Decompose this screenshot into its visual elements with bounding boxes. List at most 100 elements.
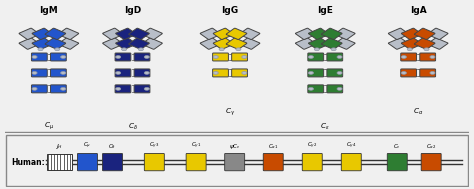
Circle shape	[213, 56, 219, 58]
Text: $C_{\gamma}$: $C_{\gamma}$	[225, 106, 235, 118]
FancyBboxPatch shape	[225, 153, 245, 171]
FancyBboxPatch shape	[58, 28, 79, 40]
Circle shape	[337, 71, 342, 74]
Circle shape	[242, 71, 247, 74]
Circle shape	[32, 71, 37, 74]
Text: $C_{\gamma3}$: $C_{\gamma3}$	[149, 140, 159, 151]
FancyBboxPatch shape	[103, 38, 123, 49]
FancyBboxPatch shape	[134, 69, 150, 77]
FancyBboxPatch shape	[115, 85, 131, 93]
Text: $C_{\alpha}$: $C_{\alpha}$	[413, 107, 423, 117]
Circle shape	[144, 88, 149, 90]
Text: IgM: IgM	[39, 6, 58, 15]
Text: $C_{\mu}$: $C_{\mu}$	[83, 140, 91, 151]
FancyBboxPatch shape	[309, 28, 329, 40]
Circle shape	[116, 88, 121, 90]
FancyBboxPatch shape	[134, 53, 150, 61]
FancyBboxPatch shape	[142, 28, 162, 40]
FancyBboxPatch shape	[401, 38, 422, 49]
FancyBboxPatch shape	[213, 28, 234, 40]
Text: $C_{\mu}$: $C_{\mu}$	[44, 121, 54, 132]
Text: $C_{\delta}$: $C_{\delta}$	[128, 122, 137, 132]
FancyBboxPatch shape	[51, 69, 66, 77]
Bar	[46, 154, 72, 170]
Text: Human:: Human:	[12, 158, 46, 167]
FancyBboxPatch shape	[103, 28, 123, 40]
Circle shape	[144, 71, 149, 74]
Circle shape	[401, 56, 406, 58]
Text: $J_H$: $J_H$	[55, 142, 64, 151]
FancyBboxPatch shape	[309, 38, 329, 49]
FancyBboxPatch shape	[226, 38, 247, 49]
FancyBboxPatch shape	[308, 53, 324, 61]
Circle shape	[38, 48, 43, 51]
FancyBboxPatch shape	[327, 69, 343, 77]
Circle shape	[32, 56, 37, 58]
FancyBboxPatch shape	[200, 28, 221, 40]
Text: $C_{\alpha1}$: $C_{\alpha1}$	[268, 142, 279, 151]
Circle shape	[219, 48, 224, 51]
FancyBboxPatch shape	[239, 28, 260, 40]
Circle shape	[116, 56, 121, 58]
FancyBboxPatch shape	[232, 69, 247, 77]
FancyBboxPatch shape	[213, 38, 234, 49]
FancyBboxPatch shape	[420, 69, 436, 77]
FancyBboxPatch shape	[45, 38, 66, 49]
FancyBboxPatch shape	[327, 85, 343, 93]
FancyBboxPatch shape	[51, 85, 66, 93]
Circle shape	[407, 48, 412, 51]
FancyBboxPatch shape	[428, 38, 448, 49]
Text: $C_{\alpha2}$: $C_{\alpha2}$	[426, 142, 437, 151]
FancyBboxPatch shape	[302, 153, 322, 171]
FancyBboxPatch shape	[31, 69, 47, 77]
Text: $C_{\varepsilon}$: $C_{\varepsilon}$	[393, 142, 401, 151]
Text: IgD: IgD	[124, 6, 141, 15]
FancyBboxPatch shape	[134, 85, 150, 93]
FancyBboxPatch shape	[45, 28, 66, 40]
FancyBboxPatch shape	[341, 153, 361, 171]
FancyBboxPatch shape	[321, 28, 342, 40]
FancyBboxPatch shape	[388, 38, 409, 49]
Circle shape	[430, 56, 435, 58]
Circle shape	[242, 56, 247, 58]
Text: IgE: IgE	[317, 6, 333, 15]
FancyBboxPatch shape	[31, 53, 47, 61]
FancyBboxPatch shape	[401, 28, 422, 40]
Circle shape	[337, 56, 342, 58]
Text: $C_{\delta}$: $C_{\delta}$	[109, 142, 117, 151]
FancyBboxPatch shape	[295, 38, 316, 49]
Circle shape	[309, 56, 313, 58]
Circle shape	[309, 88, 313, 90]
FancyBboxPatch shape	[142, 38, 162, 49]
Circle shape	[61, 71, 66, 74]
FancyBboxPatch shape	[263, 153, 283, 171]
FancyBboxPatch shape	[414, 38, 435, 49]
FancyBboxPatch shape	[321, 38, 342, 49]
Circle shape	[144, 56, 149, 58]
FancyBboxPatch shape	[421, 153, 441, 171]
Circle shape	[121, 48, 127, 51]
Circle shape	[236, 48, 241, 51]
Circle shape	[116, 71, 121, 74]
Text: IgA: IgA	[410, 6, 427, 15]
FancyBboxPatch shape	[327, 53, 343, 61]
FancyBboxPatch shape	[335, 38, 355, 49]
Text: IgG: IgG	[221, 6, 238, 15]
Text: :: :	[456, 157, 459, 167]
FancyBboxPatch shape	[226, 28, 247, 40]
FancyBboxPatch shape	[232, 53, 247, 61]
FancyBboxPatch shape	[102, 153, 122, 171]
Circle shape	[337, 88, 342, 90]
Circle shape	[55, 48, 60, 51]
FancyBboxPatch shape	[388, 28, 409, 40]
FancyBboxPatch shape	[19, 28, 40, 40]
Circle shape	[331, 48, 336, 51]
FancyBboxPatch shape	[19, 38, 40, 49]
Circle shape	[61, 56, 66, 58]
FancyBboxPatch shape	[213, 69, 228, 77]
FancyBboxPatch shape	[414, 28, 435, 40]
FancyBboxPatch shape	[115, 53, 131, 61]
FancyBboxPatch shape	[115, 69, 131, 77]
FancyBboxPatch shape	[144, 153, 164, 171]
FancyBboxPatch shape	[387, 153, 407, 171]
